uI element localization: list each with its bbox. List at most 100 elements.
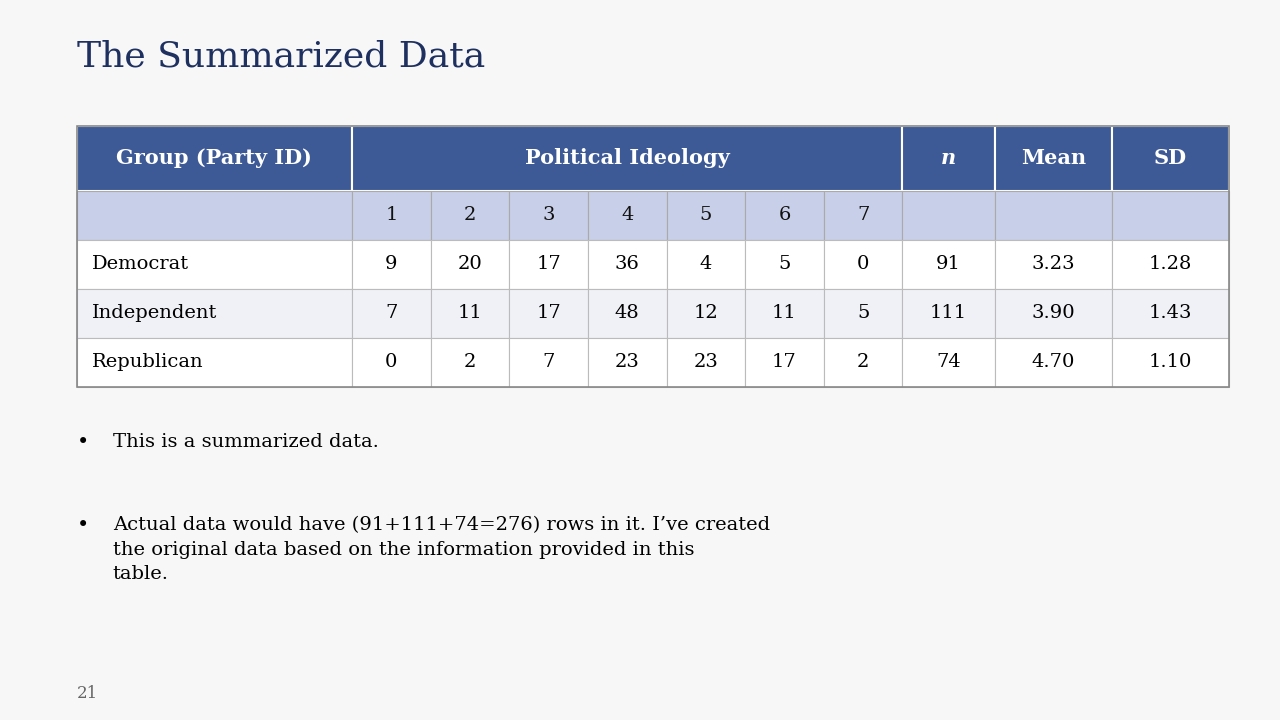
FancyBboxPatch shape [430, 240, 509, 289]
Text: This is a summarized data.: This is a summarized data. [113, 433, 379, 451]
Text: Mean: Mean [1021, 148, 1085, 168]
FancyBboxPatch shape [77, 191, 352, 240]
Text: 11: 11 [772, 304, 797, 323]
FancyBboxPatch shape [902, 289, 995, 338]
Text: 2: 2 [463, 354, 476, 372]
Text: 111: 111 [929, 304, 968, 323]
FancyBboxPatch shape [745, 338, 824, 387]
FancyBboxPatch shape [509, 191, 588, 240]
Text: 1.43: 1.43 [1149, 304, 1192, 323]
Text: 17: 17 [536, 256, 561, 273]
FancyBboxPatch shape [77, 338, 352, 387]
Text: SD: SD [1155, 148, 1187, 168]
Text: 2: 2 [856, 354, 869, 372]
FancyBboxPatch shape [824, 240, 902, 289]
Text: 3.90: 3.90 [1032, 304, 1075, 323]
Text: 5: 5 [856, 304, 869, 323]
Text: 0: 0 [856, 256, 869, 273]
FancyBboxPatch shape [995, 289, 1112, 338]
Text: 5: 5 [778, 256, 791, 273]
Text: 23: 23 [694, 354, 718, 372]
FancyBboxPatch shape [667, 338, 745, 387]
Text: 4: 4 [621, 206, 634, 224]
FancyBboxPatch shape [430, 338, 509, 387]
Text: 91: 91 [936, 256, 961, 273]
Text: 1: 1 [385, 206, 398, 224]
FancyBboxPatch shape [902, 338, 995, 387]
FancyBboxPatch shape [995, 240, 1112, 289]
FancyBboxPatch shape [902, 126, 995, 191]
Text: 23: 23 [614, 354, 640, 372]
Text: 2: 2 [463, 206, 476, 224]
Text: 0: 0 [385, 354, 398, 372]
FancyBboxPatch shape [667, 240, 745, 289]
Text: 11: 11 [457, 304, 483, 323]
FancyBboxPatch shape [824, 191, 902, 240]
FancyBboxPatch shape [1112, 126, 1229, 191]
FancyBboxPatch shape [430, 289, 509, 338]
FancyBboxPatch shape [352, 289, 430, 338]
Text: 6: 6 [778, 206, 791, 224]
Text: 9: 9 [385, 256, 398, 273]
FancyBboxPatch shape [995, 338, 1112, 387]
Text: 7: 7 [543, 354, 554, 372]
FancyBboxPatch shape [745, 240, 824, 289]
Text: 21: 21 [77, 685, 99, 702]
Text: 20: 20 [457, 256, 483, 273]
FancyBboxPatch shape [509, 289, 588, 338]
Text: 48: 48 [614, 304, 640, 323]
FancyBboxPatch shape [824, 289, 902, 338]
Text: 5: 5 [700, 206, 712, 224]
FancyBboxPatch shape [509, 240, 588, 289]
FancyBboxPatch shape [352, 338, 430, 387]
FancyBboxPatch shape [667, 191, 745, 240]
FancyBboxPatch shape [509, 338, 588, 387]
Text: 74: 74 [936, 354, 961, 372]
Text: •: • [77, 516, 90, 535]
FancyBboxPatch shape [1112, 338, 1229, 387]
FancyBboxPatch shape [352, 191, 430, 240]
Text: Republican: Republican [92, 354, 204, 372]
Text: Actual data would have (91+111+74=276) rows in it. I’ve created
the original dat: Actual data would have (91+111+74=276) r… [113, 516, 769, 583]
FancyBboxPatch shape [902, 191, 995, 240]
Text: 3.23: 3.23 [1032, 256, 1075, 273]
FancyBboxPatch shape [1112, 289, 1229, 338]
FancyBboxPatch shape [902, 240, 995, 289]
FancyBboxPatch shape [352, 126, 902, 191]
FancyBboxPatch shape [588, 191, 667, 240]
FancyBboxPatch shape [667, 289, 745, 338]
Text: 36: 36 [614, 256, 640, 273]
Text: 12: 12 [694, 304, 718, 323]
Text: •: • [77, 433, 90, 452]
Text: n: n [941, 148, 956, 168]
Text: 7: 7 [385, 304, 398, 323]
Text: 3: 3 [543, 206, 554, 224]
FancyBboxPatch shape [430, 191, 509, 240]
FancyBboxPatch shape [995, 126, 1112, 191]
FancyBboxPatch shape [588, 240, 667, 289]
FancyBboxPatch shape [1112, 191, 1229, 240]
Text: Political Ideology: Political Ideology [525, 148, 730, 168]
Text: 17: 17 [772, 354, 797, 372]
Text: The Summarized Data: The Summarized Data [77, 40, 485, 73]
FancyBboxPatch shape [995, 191, 1112, 240]
FancyBboxPatch shape [745, 191, 824, 240]
FancyBboxPatch shape [77, 289, 352, 338]
FancyBboxPatch shape [1112, 240, 1229, 289]
FancyBboxPatch shape [588, 289, 667, 338]
FancyBboxPatch shape [352, 240, 430, 289]
Text: 1.10: 1.10 [1149, 354, 1192, 372]
Text: 4.70: 4.70 [1032, 354, 1075, 372]
Text: 7: 7 [856, 206, 869, 224]
FancyBboxPatch shape [824, 338, 902, 387]
Text: Group (Party ID): Group (Party ID) [116, 148, 312, 168]
FancyBboxPatch shape [77, 126, 352, 191]
FancyBboxPatch shape [745, 289, 824, 338]
Text: 4: 4 [700, 256, 712, 273]
Text: 1.28: 1.28 [1149, 256, 1192, 273]
Text: Democrat: Democrat [92, 256, 189, 273]
FancyBboxPatch shape [588, 338, 667, 387]
Text: 17: 17 [536, 304, 561, 323]
FancyBboxPatch shape [77, 240, 352, 289]
Text: Independent: Independent [92, 304, 218, 323]
